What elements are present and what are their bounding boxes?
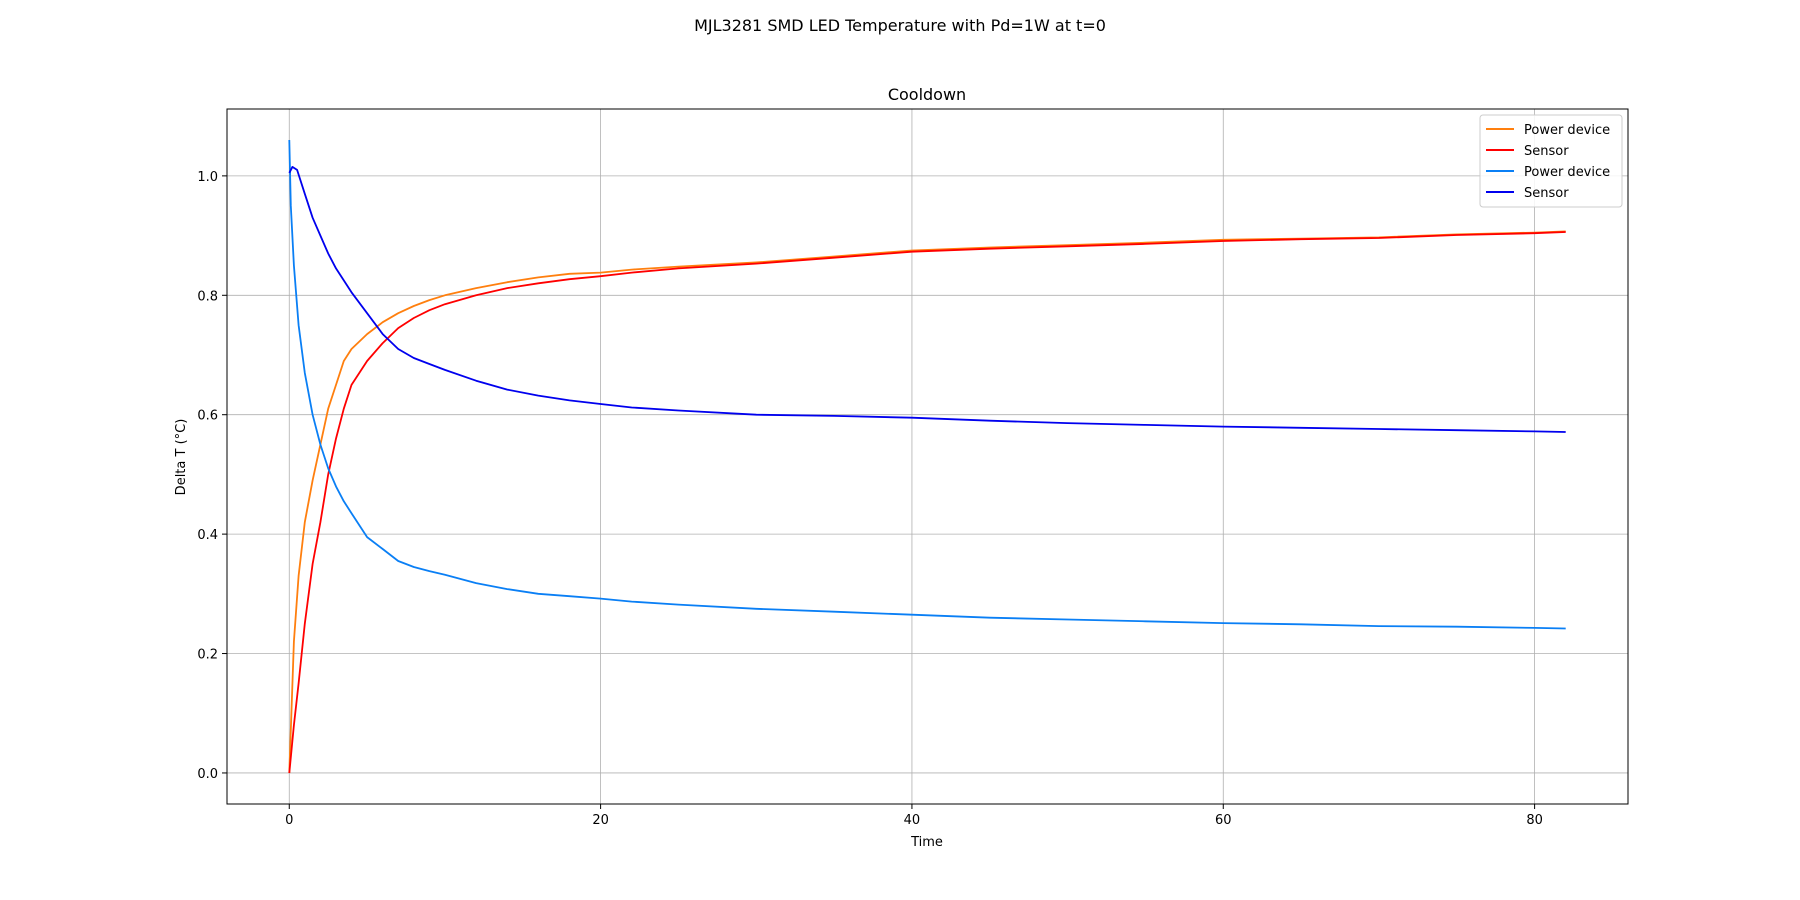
x-tick-label: 40	[904, 813, 921, 828]
series-line-2	[288, 231, 1566, 774]
axis-ticks: 0 20 40 60 80 0.0 0.2 0.4 0.6 0.8 1.0	[197, 170, 1543, 828]
legend-label: Power device	[1524, 165, 1610, 180]
x-tick-label: 20	[592, 813, 609, 828]
y-tick-label: 0.8	[197, 289, 218, 304]
legend: Power device Sensor Power device Sensor	[1479, 114, 1623, 208]
x-tick-label: 0	[285, 813, 293, 828]
figure-suptitle: MJL3281 SMD LED Temperature with Pd=1W a…	[694, 16, 1106, 35]
series-line-1	[288, 230, 1566, 774]
y-tick-label: 0.0	[197, 767, 218, 782]
series-line-3	[288, 139, 1566, 630]
series-line-4	[288, 165, 1566, 433]
legend-label: Sensor	[1524, 186, 1569, 201]
y-tick-label: 0.6	[197, 409, 218, 424]
grid-lines	[227, 109, 1628, 804]
x-tick-label: 60	[1215, 813, 1232, 828]
y-tick-label: 0.4	[197, 528, 218, 543]
legend-label: Sensor	[1524, 144, 1569, 159]
legend-label: Power device	[1524, 123, 1610, 138]
y-tick-label: 1.0	[197, 170, 218, 185]
x-axis-label: Time	[910, 835, 943, 850]
axes-frame	[226, 108, 1629, 805]
y-tick-label: 0.2	[197, 648, 218, 663]
x-tick-label: 80	[1526, 813, 1543, 828]
y-axis-label: Delta T (°C)	[174, 419, 189, 496]
axes-title: Cooldown	[888, 85, 966, 104]
series-lines	[288, 139, 1566, 774]
legend-box	[1479, 114, 1623, 208]
